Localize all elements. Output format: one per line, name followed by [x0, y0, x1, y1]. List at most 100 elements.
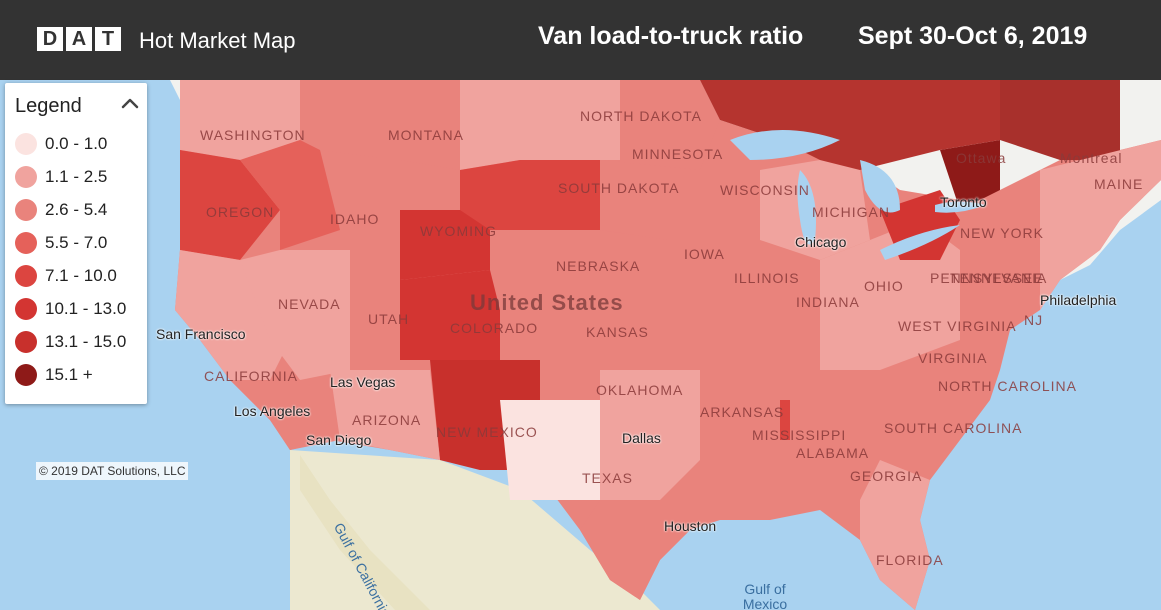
- region-california-south[interactable]: [230, 380, 340, 450]
- state-label: MINNESOTA: [632, 146, 724, 162]
- region-utah[interactable]: [350, 250, 400, 330]
- hot-market-map[interactable]: United States WASHINGTON MONTANA NORTH D…: [0, 80, 1161, 610]
- lake-ontario: [935, 201, 985, 213]
- state-label: IDAHO: [330, 211, 380, 227]
- chevron-up-icon[interactable]: [119, 93, 141, 115]
- state-label: NEVADA: [278, 296, 341, 312]
- lake-superior: [730, 130, 840, 160]
- state-label: INDIANA: [796, 294, 860, 310]
- region-northern-ontario[interactable]: [700, 80, 1000, 170]
- region-montana[interactable]: [300, 80, 460, 170]
- state-label: MAINE: [1094, 176, 1144, 192]
- legend-swatch: [15, 265, 37, 287]
- region-nevada[interactable]: [240, 250, 350, 380]
- logo-letter: T: [95, 27, 121, 51]
- region-ottawa[interactable]: [940, 140, 1000, 210]
- state-label: NJ: [1024, 312, 1044, 328]
- legend-swatch: [15, 133, 37, 155]
- legend-label: 2.6 - 5.4: [45, 200, 108, 219]
- region-washington[interactable]: [180, 80, 300, 160]
- state-label: COLORADO: [450, 320, 539, 336]
- legend-swatch: [15, 331, 37, 353]
- city-label: Chicago: [795, 234, 847, 250]
- legend-label: 5.5 - 7.0: [45, 233, 108, 252]
- logo-letter: D: [37, 27, 63, 51]
- region-new-england[interactable]: [1040, 140, 1161, 310]
- legend-item: 15.1 +: [15, 363, 93, 387]
- region-wyoming[interactable]: [400, 210, 490, 280]
- legend-label: 13.1 - 15.0: [45, 332, 127, 351]
- region-florida[interactable]: [860, 460, 930, 610]
- legend-item: 2.6 - 5.4: [15, 198, 107, 222]
- region-west-texas[interactable]: [500, 400, 600, 500]
- lake-michigan: [797, 170, 816, 245]
- state-label: ILLINOIS: [734, 270, 800, 286]
- date-range: Sept 30-Oct 6, 2019: [858, 22, 1088, 50]
- region-colorado[interactable]: [400, 270, 500, 360]
- legend-item: 5.5 - 7.0: [15, 231, 107, 255]
- region-oklahoma-texas[interactable]: [600, 370, 700, 500]
- legend-swatch: [15, 232, 37, 254]
- legend-title: Legend: [15, 95, 82, 117]
- country-label: United States: [470, 290, 624, 315]
- region-illinois[interactable]: [660, 240, 760, 370]
- state-label: NORTH DAKOTA: [580, 108, 702, 124]
- city-label: San Diego: [306, 432, 372, 448]
- legend-item: 1.1 - 2.5: [15, 165, 107, 189]
- region-alabama[interactable]: [790, 370, 880, 480]
- region-minnesota[interactable]: [620, 80, 720, 180]
- region-kansas[interactable]: [500, 310, 660, 370]
- dat-logo: D A T: [37, 27, 121, 51]
- legend-item: 13.1 - 15.0: [15, 330, 126, 354]
- legend-swatch: [15, 364, 37, 386]
- app-title: Hot Market Map: [139, 28, 296, 53]
- water-label: Gulf of Mexico: [742, 581, 788, 610]
- copyright: © 2019 DAT Solutions, LLC: [36, 462, 189, 480]
- state-label: NORTH CAROLINA: [938, 378, 1077, 394]
- state-label: NEW MEXICO: [436, 424, 538, 440]
- region-east-texas[interactable]: [580, 500, 690, 600]
- region-iowa[interactable]: [600, 160, 720, 240]
- city-label: Philadelphia: [1040, 292, 1117, 308]
- state-label: Ottawa: [956, 150, 1007, 166]
- map-canvas[interactable]: [0, 80, 1161, 610]
- region-arizona[interactable]: [330, 370, 440, 460]
- state-label: ALABAMA: [796, 445, 870, 461]
- city-label: San Francisco: [156, 326, 246, 342]
- state-label: PENNSYLVANIA: [930, 270, 1048, 286]
- state-label: OREGON: [206, 204, 275, 220]
- state-label: KANSAS: [586, 324, 649, 340]
- legend-item: 7.1 - 10.0: [15, 264, 117, 288]
- app-header: D A T Hot Market Map Van load-to-truck r…: [0, 0, 1161, 80]
- state-label: MICHIGAN: [812, 204, 890, 220]
- region-oregon[interactable]: [180, 150, 280, 260]
- state-label: WASHINGTON: [200, 127, 306, 143]
- state-label: SOUTH DAKOTA: [558, 180, 680, 196]
- city-label: Toronto: [940, 194, 987, 210]
- state-label: TENNESSEE: [950, 270, 1044, 286]
- state-label: TEXAS: [582, 470, 633, 486]
- region-south-dakota[interactable]: [460, 160, 600, 230]
- legend-label: 0.0 - 1.0: [45, 134, 108, 153]
- state-label: CALIFORNIA: [204, 368, 299, 384]
- region-north-dakota[interactable]: [460, 80, 620, 170]
- legend-item: 0.0 - 1.0: [15, 132, 107, 156]
- state-label: NEBRASKA: [556, 258, 641, 274]
- lake-erie: [880, 225, 960, 260]
- state-label: OKLAHOMA: [596, 382, 684, 398]
- region-nebraska[interactable]: [490, 230, 670, 310]
- region-idaho[interactable]: [240, 140, 340, 250]
- map-title: Van load-to-truck ratio: [538, 22, 804, 50]
- legend-label: 1.1 - 2.5: [45, 167, 108, 186]
- state-label: WISCONSIN: [720, 182, 810, 198]
- legend-panel: Legend 0.0 - 1.0 1.1 - 2.5 2.6 - 5.4 5.5 - …: [5, 83, 147, 404]
- legend-swatch: [15, 298, 37, 320]
- lake-huron: [860, 160, 900, 213]
- state-label: MONTANA: [388, 127, 464, 143]
- state-label: ARIZONA: [352, 412, 422, 428]
- state-label: MISSISSIPPI: [752, 427, 847, 443]
- region-arkansas[interactable]: [700, 370, 790, 460]
- state-label: FLORIDA: [876, 552, 944, 568]
- region-quebec[interactable]: [1000, 80, 1120, 160]
- state-label: OHIO: [864, 278, 904, 294]
